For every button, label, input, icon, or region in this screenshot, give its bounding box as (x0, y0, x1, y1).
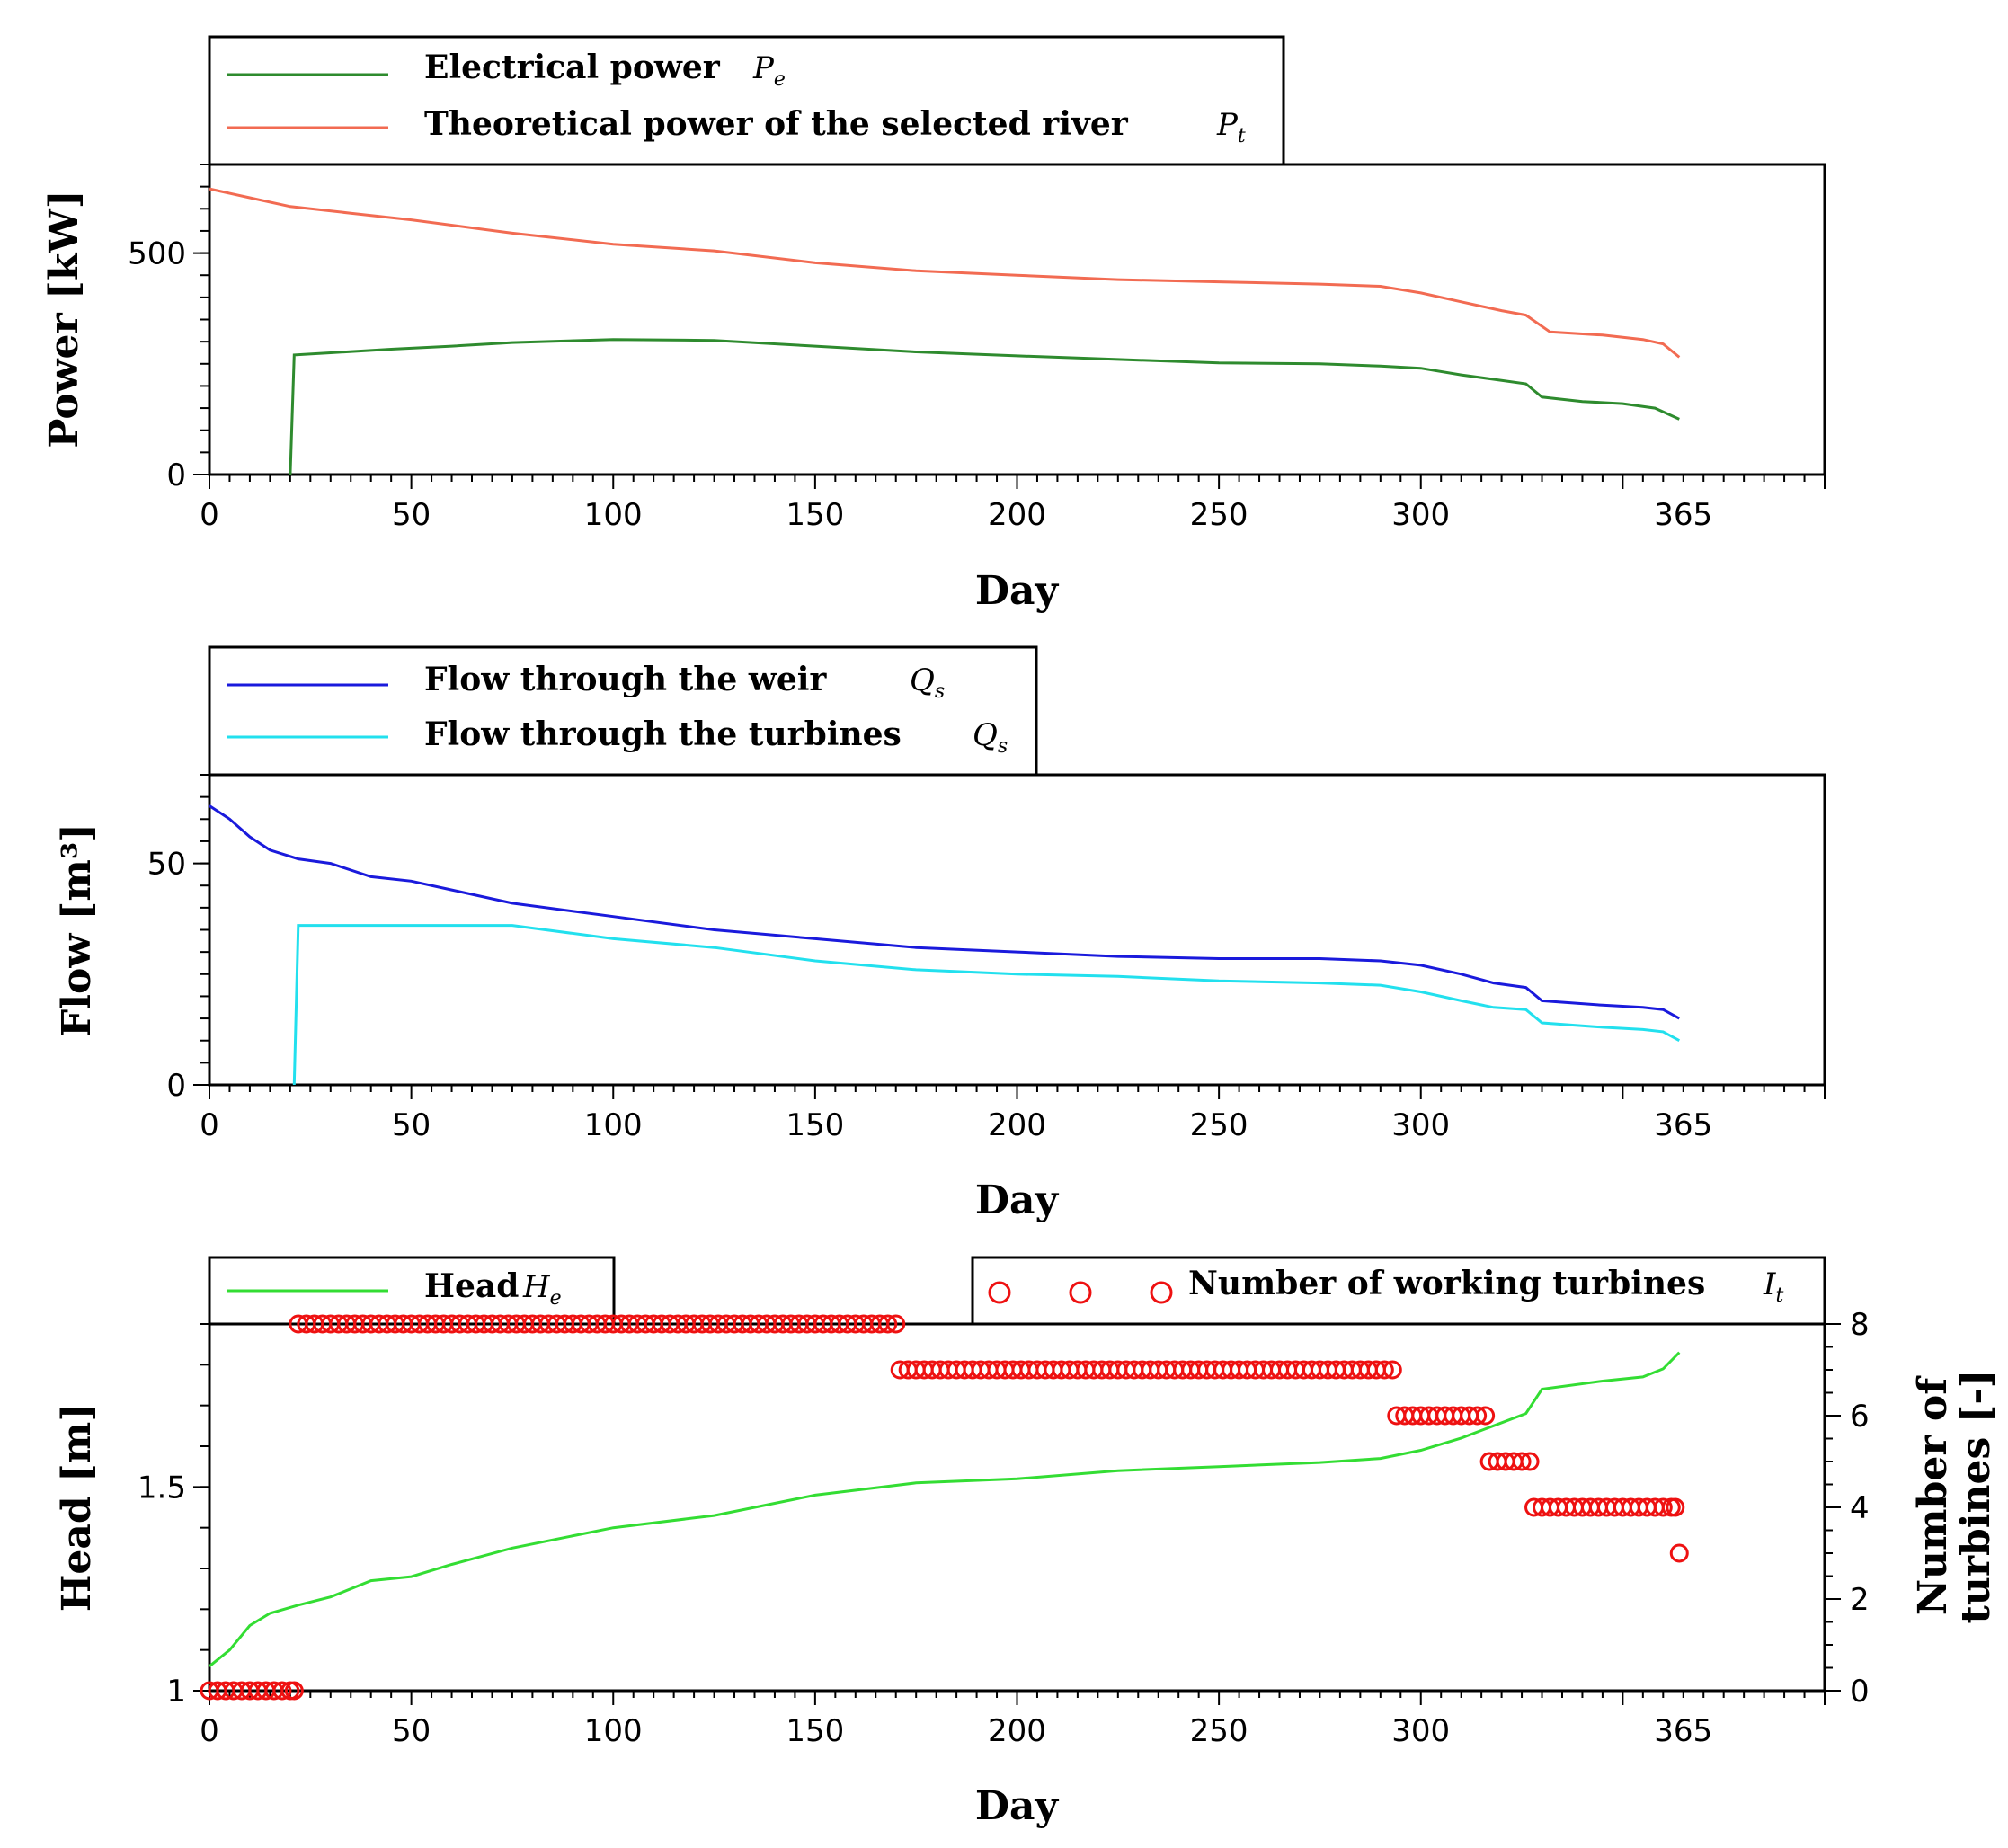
head-x-axis-label: Day (975, 1783, 1060, 1829)
flow-y-ticks: 0 50 (147, 775, 209, 1104)
x-tick-label: 100 (584, 1713, 643, 1749)
figure: Electrical power Pe Theoretical power of… (0, 0, 2008, 1848)
y2-tick-label: 6 (1850, 1399, 1870, 1435)
series-flow-weir (209, 806, 1679, 1019)
x-tick-label: 50 (392, 1713, 431, 1749)
flow-x-ticks: 0 50 100 150 200 250 300 365 (200, 1085, 1825, 1143)
x-tick-label: 300 (1391, 1713, 1450, 1749)
x-tick-label: 50 (392, 497, 431, 533)
x-tick-label: 150 (786, 1713, 844, 1749)
x-tick-label: 0 (200, 1713, 219, 1749)
power-y-ticks: 0 500 (128, 164, 209, 493)
x-tick-label: 250 (1190, 497, 1248, 533)
y-tick-label: 0 (166, 1068, 186, 1104)
x-tick-label: 200 (988, 1713, 1046, 1749)
power-x-axis-label: Day (975, 568, 1060, 614)
legend-label-turbines-flow: Flow through the turbines (424, 715, 902, 753)
flow-chart: Flow through the weir Qs Flow through th… (54, 647, 1825, 1223)
turbines-y2-axis-label: Number ofturbines [-] (1910, 1370, 1999, 1624)
head-y-ticks: 11.5 (138, 1324, 209, 1710)
series-head (209, 1353, 1679, 1666)
legend-label-weir: Flow through the weir (424, 661, 827, 698)
turbine-marker (1671, 1545, 1687, 1561)
y-tick-label: 1.5 (138, 1470, 186, 1506)
y-tick-label: 500 (128, 236, 186, 272)
power-legend-box (209, 37, 1284, 164)
flow-y-axis-label: Flow [m³] (54, 823, 100, 1037)
x-tick-label: 0 (200, 497, 219, 533)
flow-plot-area (209, 775, 1825, 1085)
y2-tick-label: 0 (1850, 1674, 1870, 1710)
power-plot-area (209, 164, 1825, 475)
legend-label-electrical: Electrical power (424, 49, 721, 86)
x-tick-label: 150 (786, 1107, 844, 1143)
x-tick-label: 250 (1190, 1107, 1248, 1143)
y2-tick-label: 2 (1850, 1582, 1870, 1618)
x-tick-label: 300 (1391, 497, 1450, 533)
legend-label-turbines: Number of working turbines (1188, 1265, 1705, 1302)
turbines-y2-ticks: 0 2 4 6 8 (1825, 1307, 1870, 1710)
x-tick-label: 365 (1654, 497, 1712, 533)
legend-label-head: Head (424, 1267, 519, 1305)
x-tick-label: 150 (786, 497, 844, 533)
power-x-ticks: 0 50 100 150 200 250 300 365 (200, 475, 1825, 533)
x-tick-label: 365 (1654, 1107, 1712, 1143)
x-tick-label: 250 (1190, 1713, 1248, 1749)
power-chart: Electrical power Pe Theoretical power of… (41, 37, 1825, 614)
x-tick-label: 100 (584, 497, 643, 533)
y2-tick-label: 4 (1850, 1490, 1870, 1526)
x-tick-label: 200 (988, 1107, 1046, 1143)
y-tick-label: 0 (166, 458, 186, 493)
x-tick-label: 300 (1391, 1107, 1450, 1143)
head-y-axis-label: Head [m] (54, 1403, 100, 1612)
flow-x-axis-label: Day (975, 1177, 1060, 1223)
legend-label-theoretical: Theoretical power of the selected river (424, 105, 1129, 143)
x-tick-label: 365 (1654, 1713, 1712, 1749)
x-tick-label: 200 (988, 497, 1046, 533)
series-working-turbines (201, 1316, 1687, 1699)
series-theoretical-power (209, 189, 1679, 357)
power-y-axis-label: Power [kW] (41, 190, 87, 448)
head-x-ticks: 0 50 100 150 200 250 300 365 (200, 1691, 1825, 1749)
x-tick-label: 50 (392, 1107, 431, 1143)
y2-tick-label: 8 (1850, 1307, 1870, 1343)
series-electrical-power (290, 340, 1679, 475)
x-tick-label: 0 (200, 1107, 219, 1143)
x-tick-label: 100 (584, 1107, 643, 1143)
y-tick-label: 50 (147, 847, 186, 883)
y-tick-label: 1 (166, 1674, 186, 1710)
